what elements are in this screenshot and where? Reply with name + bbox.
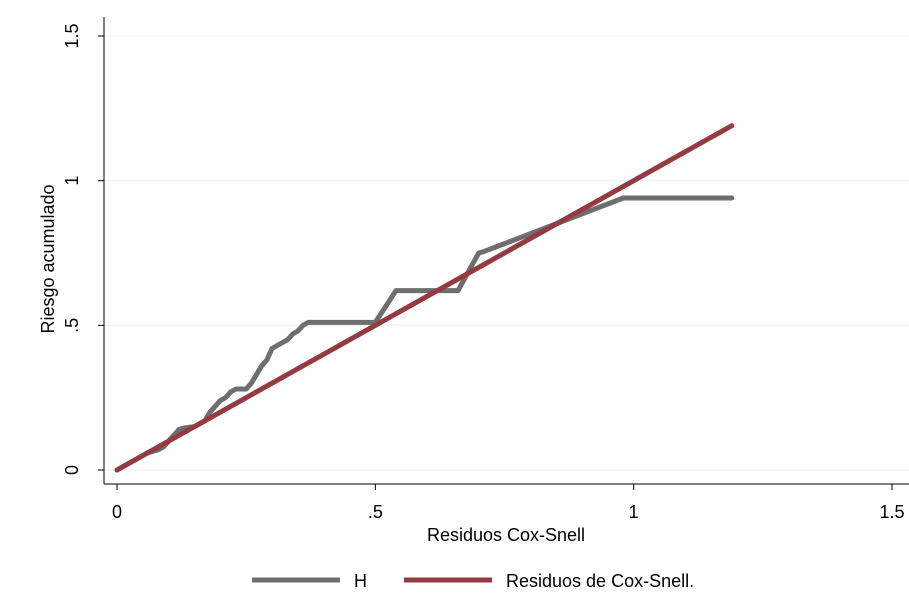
- x-tick-label-0: 0: [112, 502, 122, 522]
- axes: 0 .5 1 1.5 0 .5 1 1.5: [62, 17, 909, 522]
- x-tick-label-2: 1: [629, 502, 639, 522]
- legend-label-cox-snell: Residuos de Cox-Snell.: [506, 571, 694, 591]
- x-tick-label-1: .5: [368, 502, 383, 522]
- series-lines: [114, 123, 735, 473]
- y-axis-title: Riesgo acumulado: [38, 184, 58, 333]
- series-line-1: [114, 123, 735, 473]
- y-tick-label-3: 1.5: [62, 23, 82, 48]
- legend: H Residuos de Cox-Snell.: [252, 571, 694, 591]
- y-tick-label-1: .5: [62, 318, 82, 333]
- x-tick-label-3: 1.5: [879, 502, 904, 522]
- y-tick-label-2: 1: [62, 176, 82, 186]
- x-axis-title: Residuos Cox-Snell: [427, 525, 585, 545]
- y-tick-label-0: 0: [62, 465, 82, 475]
- legend-label-h: H: [354, 571, 367, 591]
- gridlines: [104, 35, 909, 471]
